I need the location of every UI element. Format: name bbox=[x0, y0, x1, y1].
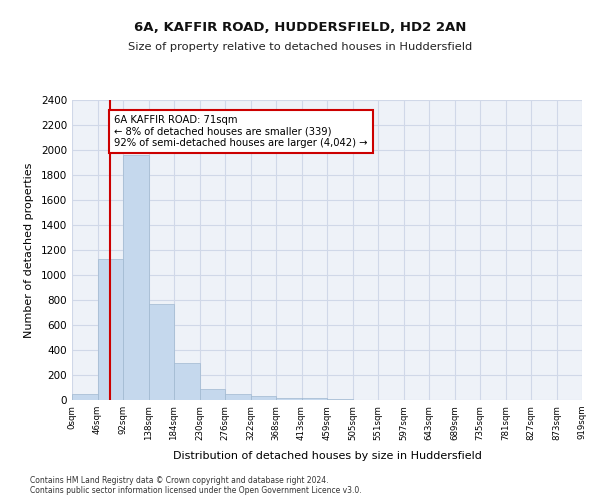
Text: Size of property relative to detached houses in Huddersfield: Size of property relative to detached ho… bbox=[128, 42, 472, 52]
Bar bbox=[225, 394, 251, 400]
X-axis label: Distribution of detached houses by size in Huddersfield: Distribution of detached houses by size … bbox=[173, 451, 481, 461]
Bar bbox=[97, 259, 123, 400]
Bar bbox=[251, 396, 276, 400]
Bar bbox=[149, 304, 174, 400]
Y-axis label: Number of detached properties: Number of detached properties bbox=[24, 162, 34, 338]
Bar bbox=[123, 155, 149, 400]
Bar bbox=[276, 398, 302, 400]
Bar bbox=[72, 394, 97, 400]
Bar bbox=[174, 362, 199, 400]
Text: Contains HM Land Registry data © Crown copyright and database right 2024.
Contai: Contains HM Land Registry data © Crown c… bbox=[30, 476, 362, 495]
Bar bbox=[199, 389, 225, 400]
Bar bbox=[302, 398, 327, 400]
Text: 6A, KAFFIR ROAD, HUDDERSFIELD, HD2 2AN: 6A, KAFFIR ROAD, HUDDERSFIELD, HD2 2AN bbox=[134, 21, 466, 34]
Text: 6A KAFFIR ROAD: 71sqm
← 8% of detached houses are smaller (339)
92% of semi-deta: 6A KAFFIR ROAD: 71sqm ← 8% of detached h… bbox=[114, 115, 368, 148]
